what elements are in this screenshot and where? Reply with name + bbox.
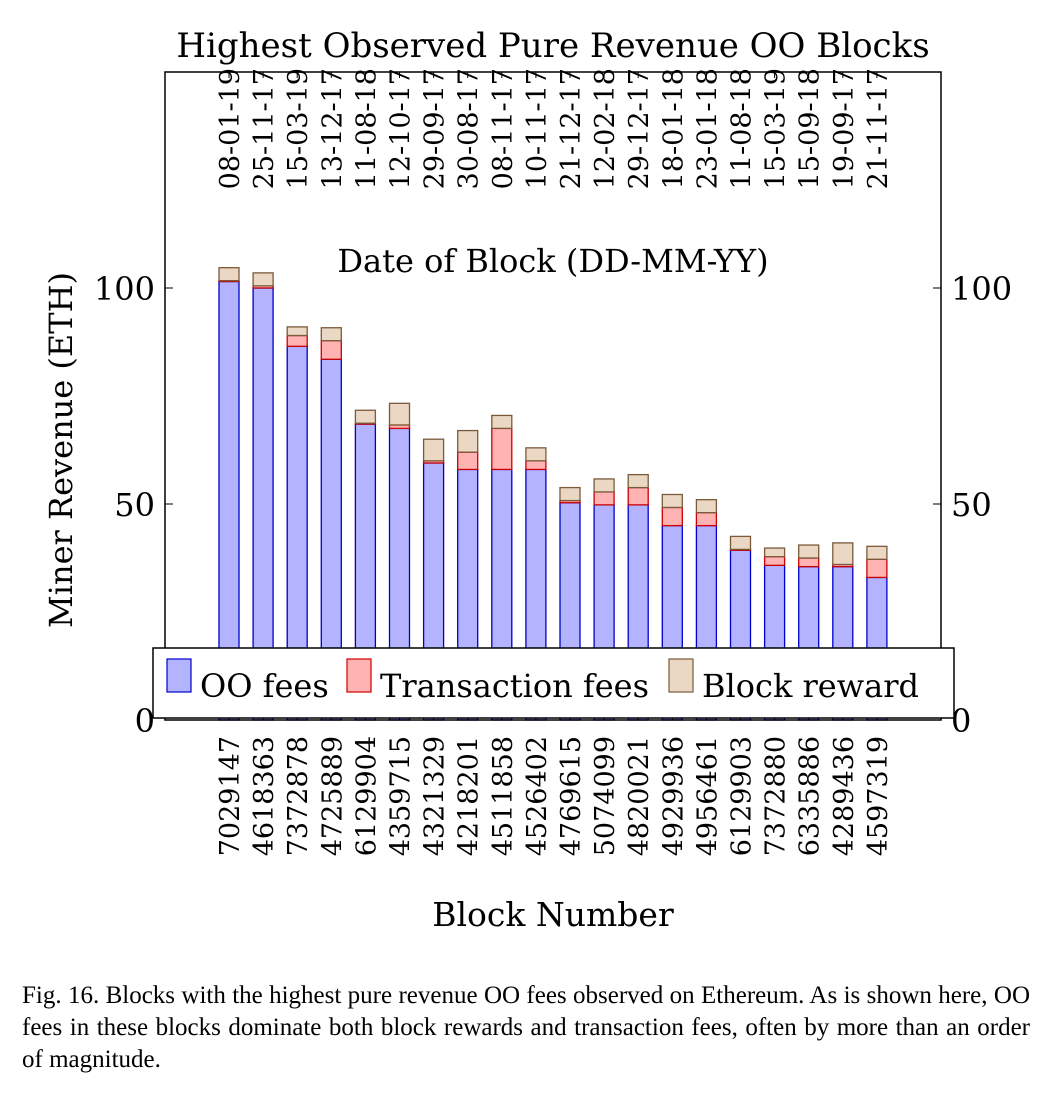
bar-block-reward-7372880 [763,547,786,558]
bar-block-reward-4321329 [422,438,445,462]
x-tick-label: 4289436 [829,736,860,856]
x2-tick-label: 13-12-17 [317,68,348,189]
x2-tick-label: 29-12-17 [624,68,655,189]
x2-tick-label: 23-01-18 [692,68,723,189]
bar-transaction-fees-6335886 [798,557,820,568]
x-tick-label: 4359715 [386,736,417,856]
bar-transaction-fees-4526402 [525,460,547,471]
bar-block-reward-4511858 [491,414,513,430]
y-tick-label: 100 [94,270,155,308]
x-tick-label: 4820021 [624,736,655,856]
x2-tick-label: 21-12-17 [556,68,587,189]
bar-block-reward-4359715 [388,402,411,426]
x-axis-label: Block Number [432,895,674,934]
bar-block-reward-6129904 [354,409,377,424]
x-tick-label: 6335886 [795,736,826,856]
bar-block-reward-4597319 [866,545,888,560]
chart-title: Highest Observed Pure Revenue OO Blocks [176,26,929,66]
x-tick-label: 4321329 [420,736,451,856]
x-tick-label: 4526402 [522,736,553,856]
x2-tick-label: 30-08-17 [454,68,485,189]
bar-transaction-fees-4511858 [491,427,513,471]
x-tick-label: 4725889 [317,736,348,856]
y2-tick-label: 50 [951,486,992,524]
bar-block-reward-5074099 [593,478,615,493]
figure-caption: Fig. 16. Blocks with the highest pure re… [22,982,1030,1073]
bar-transaction-fees-5074099 [593,491,615,506]
plot-frame [164,71,942,721]
bar-transaction-fees-4597319 [866,558,888,579]
x-tick-label: 5074099 [590,736,621,856]
x-tick-label: 6129904 [351,736,382,856]
x-tick-label: 4597319 [863,736,894,856]
bar-block-reward-4769615 [559,486,581,502]
bar-block-reward-6129903 [729,535,752,551]
x2-tick-label: 10-11-17 [522,68,553,189]
bar-block-reward-7372878 [286,326,308,337]
x2-tick-label: 25-11-17 [249,68,280,189]
x2-tick-label: 19-09-17 [829,68,860,189]
ticks-layer: 7029147 08-01-19 4618363 25-11-17 7372878 15-… [94,68,1012,856]
x2-tick-label: 15-03-19 [761,68,792,189]
bar-block-reward-6335886 [798,544,820,559]
x2-tick-label: 15-09-18 [795,68,826,189]
x-tick-label: 4618363 [249,736,280,856]
y-axis-label: Miner Revenue (ETH) [42,272,80,628]
bar-block-reward-4820021 [627,473,649,489]
legend-swatch-oo-fees [166,658,192,693]
bar-transaction-fees-4956461 [695,511,718,527]
legend-swatch-block-reward [668,658,694,693]
bar-block-reward-4618363 [252,272,274,287]
x-tick-label: 4218201 [454,736,485,856]
legend-box [152,647,955,719]
x2-tick-label: 08-11-17 [488,68,519,189]
bar-block-reward-4526402 [525,447,547,462]
x2-tick-label: 21-11-17 [863,68,894,189]
legend-label-block-reward: Block reward [702,667,919,705]
x-tick-label: 7372880 [761,736,792,856]
x2-tick-label: 12-10-17 [386,68,417,189]
x-tick-label: 4956461 [692,736,723,856]
bar-transaction-fees-4820021 [627,486,649,506]
y-tick-label: 50 [114,486,155,524]
bar-transaction-fees-7372878 [286,334,308,347]
x2-tick-label: 15-03-19 [283,68,314,189]
legend-swatch-transaction-fees [346,658,372,693]
bar-transaction-fees-4725889 [320,340,342,360]
bar-block-reward-4218201 [457,429,479,453]
x-tick-label: 4769615 [556,736,587,856]
x2-axis-label: Date of Block (DD-MM-YY) [337,242,768,280]
x2-tick-label: 08-01-19 [215,68,246,189]
bar-transaction-fees-7372880 [763,556,786,566]
bar-transaction-fees-4929936 [661,506,683,527]
bar-block-reward-4929936 [661,493,683,509]
y2-tick-label: 0 [951,702,971,740]
x2-tick-label: 11-08-18 [351,68,382,189]
legend-label-oo-fees: OO fees [200,667,329,705]
bar-block-reward-7029147 [218,267,240,282]
x-tick-label: 4929936 [658,736,689,856]
bar-block-reward-4725889 [320,327,342,342]
x-tick-label: 7029147 [215,736,246,856]
chart: Highest Observed Pure Revenue OO Blocks … [42,26,1012,934]
bar-block-reward-4289436 [832,542,854,566]
legend: OO fees Transaction fees Block reward [152,647,955,719]
y-tick-label: 0 [135,702,155,740]
x2-tick-label: 18-01-18 [658,68,689,189]
x-tick-label: 4511858 [488,736,519,856]
x2-tick-label: 12-02-18 [590,68,621,189]
x2-tick-label: 29-09-17 [420,68,451,189]
x-tick-label: 7372878 [283,736,314,856]
x-tick-label: 6129903 [727,736,758,856]
x2-tick-label: 11-08-18 [727,68,758,189]
bar-block-reward-4956461 [695,499,718,514]
bar-transaction-fees-4218201 [457,451,479,471]
legend-label-transaction-fees: Transaction fees [380,667,649,705]
y2-tick-label: 100 [951,270,1012,308]
